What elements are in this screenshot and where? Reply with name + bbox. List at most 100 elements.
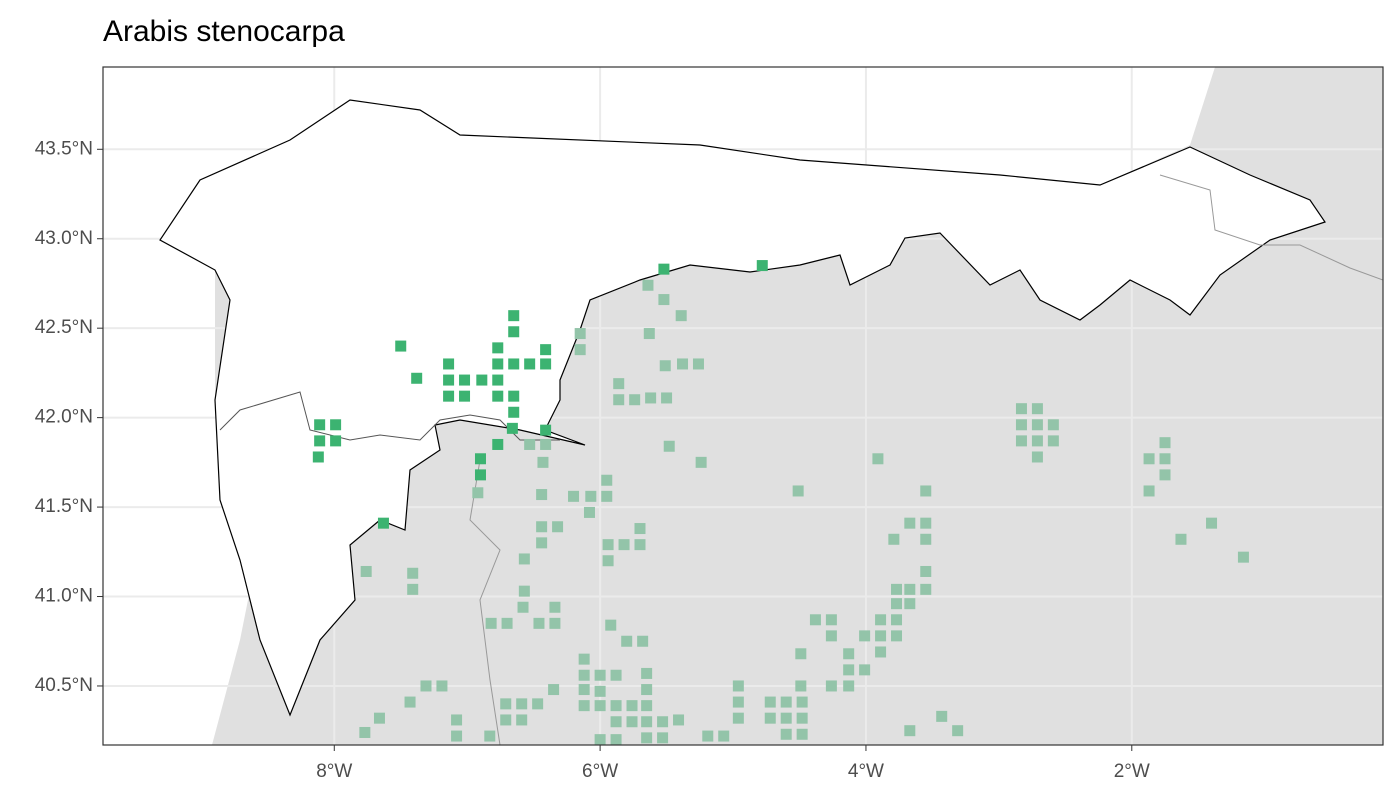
point (459, 390, 471, 402)
point (516, 714, 528, 726)
point (506, 422, 518, 434)
point (891, 630, 903, 642)
point (1015, 419, 1027, 431)
point (859, 630, 871, 642)
point (472, 487, 484, 499)
point (1143, 453, 1155, 465)
point (875, 614, 887, 626)
point (492, 342, 504, 354)
point (314, 435, 326, 447)
point (796, 712, 808, 724)
point (443, 358, 455, 370)
point (1031, 403, 1043, 415)
point (732, 680, 744, 692)
point (451, 730, 463, 742)
point (549, 601, 561, 613)
point (780, 728, 792, 740)
x-tick-label: 4°W (848, 761, 884, 782)
point (484, 730, 496, 742)
point (875, 646, 887, 658)
panel-border (102, 66, 1384, 746)
x-tick-label: 2°W (1114, 761, 1150, 782)
point (532, 698, 544, 710)
point (732, 696, 744, 708)
point (594, 734, 606, 745)
point (485, 617, 497, 629)
point (578, 700, 590, 712)
point (692, 358, 704, 370)
point (872, 453, 884, 465)
point (825, 630, 837, 642)
point (443, 374, 455, 386)
point (702, 730, 714, 742)
point (952, 725, 964, 737)
point (796, 728, 808, 740)
point (536, 489, 548, 501)
point (610, 716, 622, 728)
point (314, 419, 326, 431)
point (920, 583, 932, 595)
point (540, 438, 552, 450)
point (634, 539, 646, 551)
y-tick-label: 43.0°N (35, 228, 93, 249)
point (904, 517, 916, 529)
point (583, 506, 595, 518)
point (642, 279, 654, 291)
point (904, 598, 916, 610)
point (888, 533, 900, 545)
point (610, 734, 622, 745)
point (574, 328, 586, 340)
point (637, 635, 649, 647)
point (395, 340, 407, 352)
x-tick-label: 6°W (582, 761, 618, 782)
point (1031, 435, 1043, 447)
point (601, 474, 613, 486)
point (780, 712, 792, 724)
points (312, 260, 1249, 745)
point (718, 730, 730, 742)
point (407, 583, 419, 595)
point (629, 394, 641, 406)
point (540, 424, 552, 436)
border (219, 391, 560, 441)
point (540, 358, 552, 370)
point (657, 732, 669, 744)
point (1159, 453, 1171, 465)
point (1175, 533, 1187, 545)
point (891, 583, 903, 595)
point (436, 680, 448, 692)
point (657, 716, 669, 728)
point (1047, 419, 1059, 431)
point (492, 390, 504, 402)
point (610, 700, 622, 712)
point (601, 490, 613, 502)
point (780, 696, 792, 708)
point (795, 648, 807, 660)
point (508, 406, 520, 418)
point (673, 714, 685, 726)
point (330, 435, 342, 447)
point (1206, 517, 1218, 529)
point (508, 358, 520, 370)
point (594, 669, 606, 681)
point (659, 360, 671, 372)
point (641, 732, 653, 744)
point (492, 438, 504, 450)
point (1031, 419, 1043, 431)
point (641, 700, 653, 712)
point (500, 698, 512, 710)
point (618, 539, 630, 551)
y-tick-label: 41.0°N (35, 586, 93, 607)
chart-title: Arabis stenocarpa (103, 15, 345, 48)
point (536, 537, 548, 549)
point (661, 392, 673, 404)
border (469, 459, 501, 745)
point (663, 440, 675, 452)
point (605, 619, 617, 631)
point (732, 712, 744, 724)
point (1143, 485, 1155, 497)
y-tick-label: 43.5°N (35, 138, 93, 159)
point (626, 700, 638, 712)
